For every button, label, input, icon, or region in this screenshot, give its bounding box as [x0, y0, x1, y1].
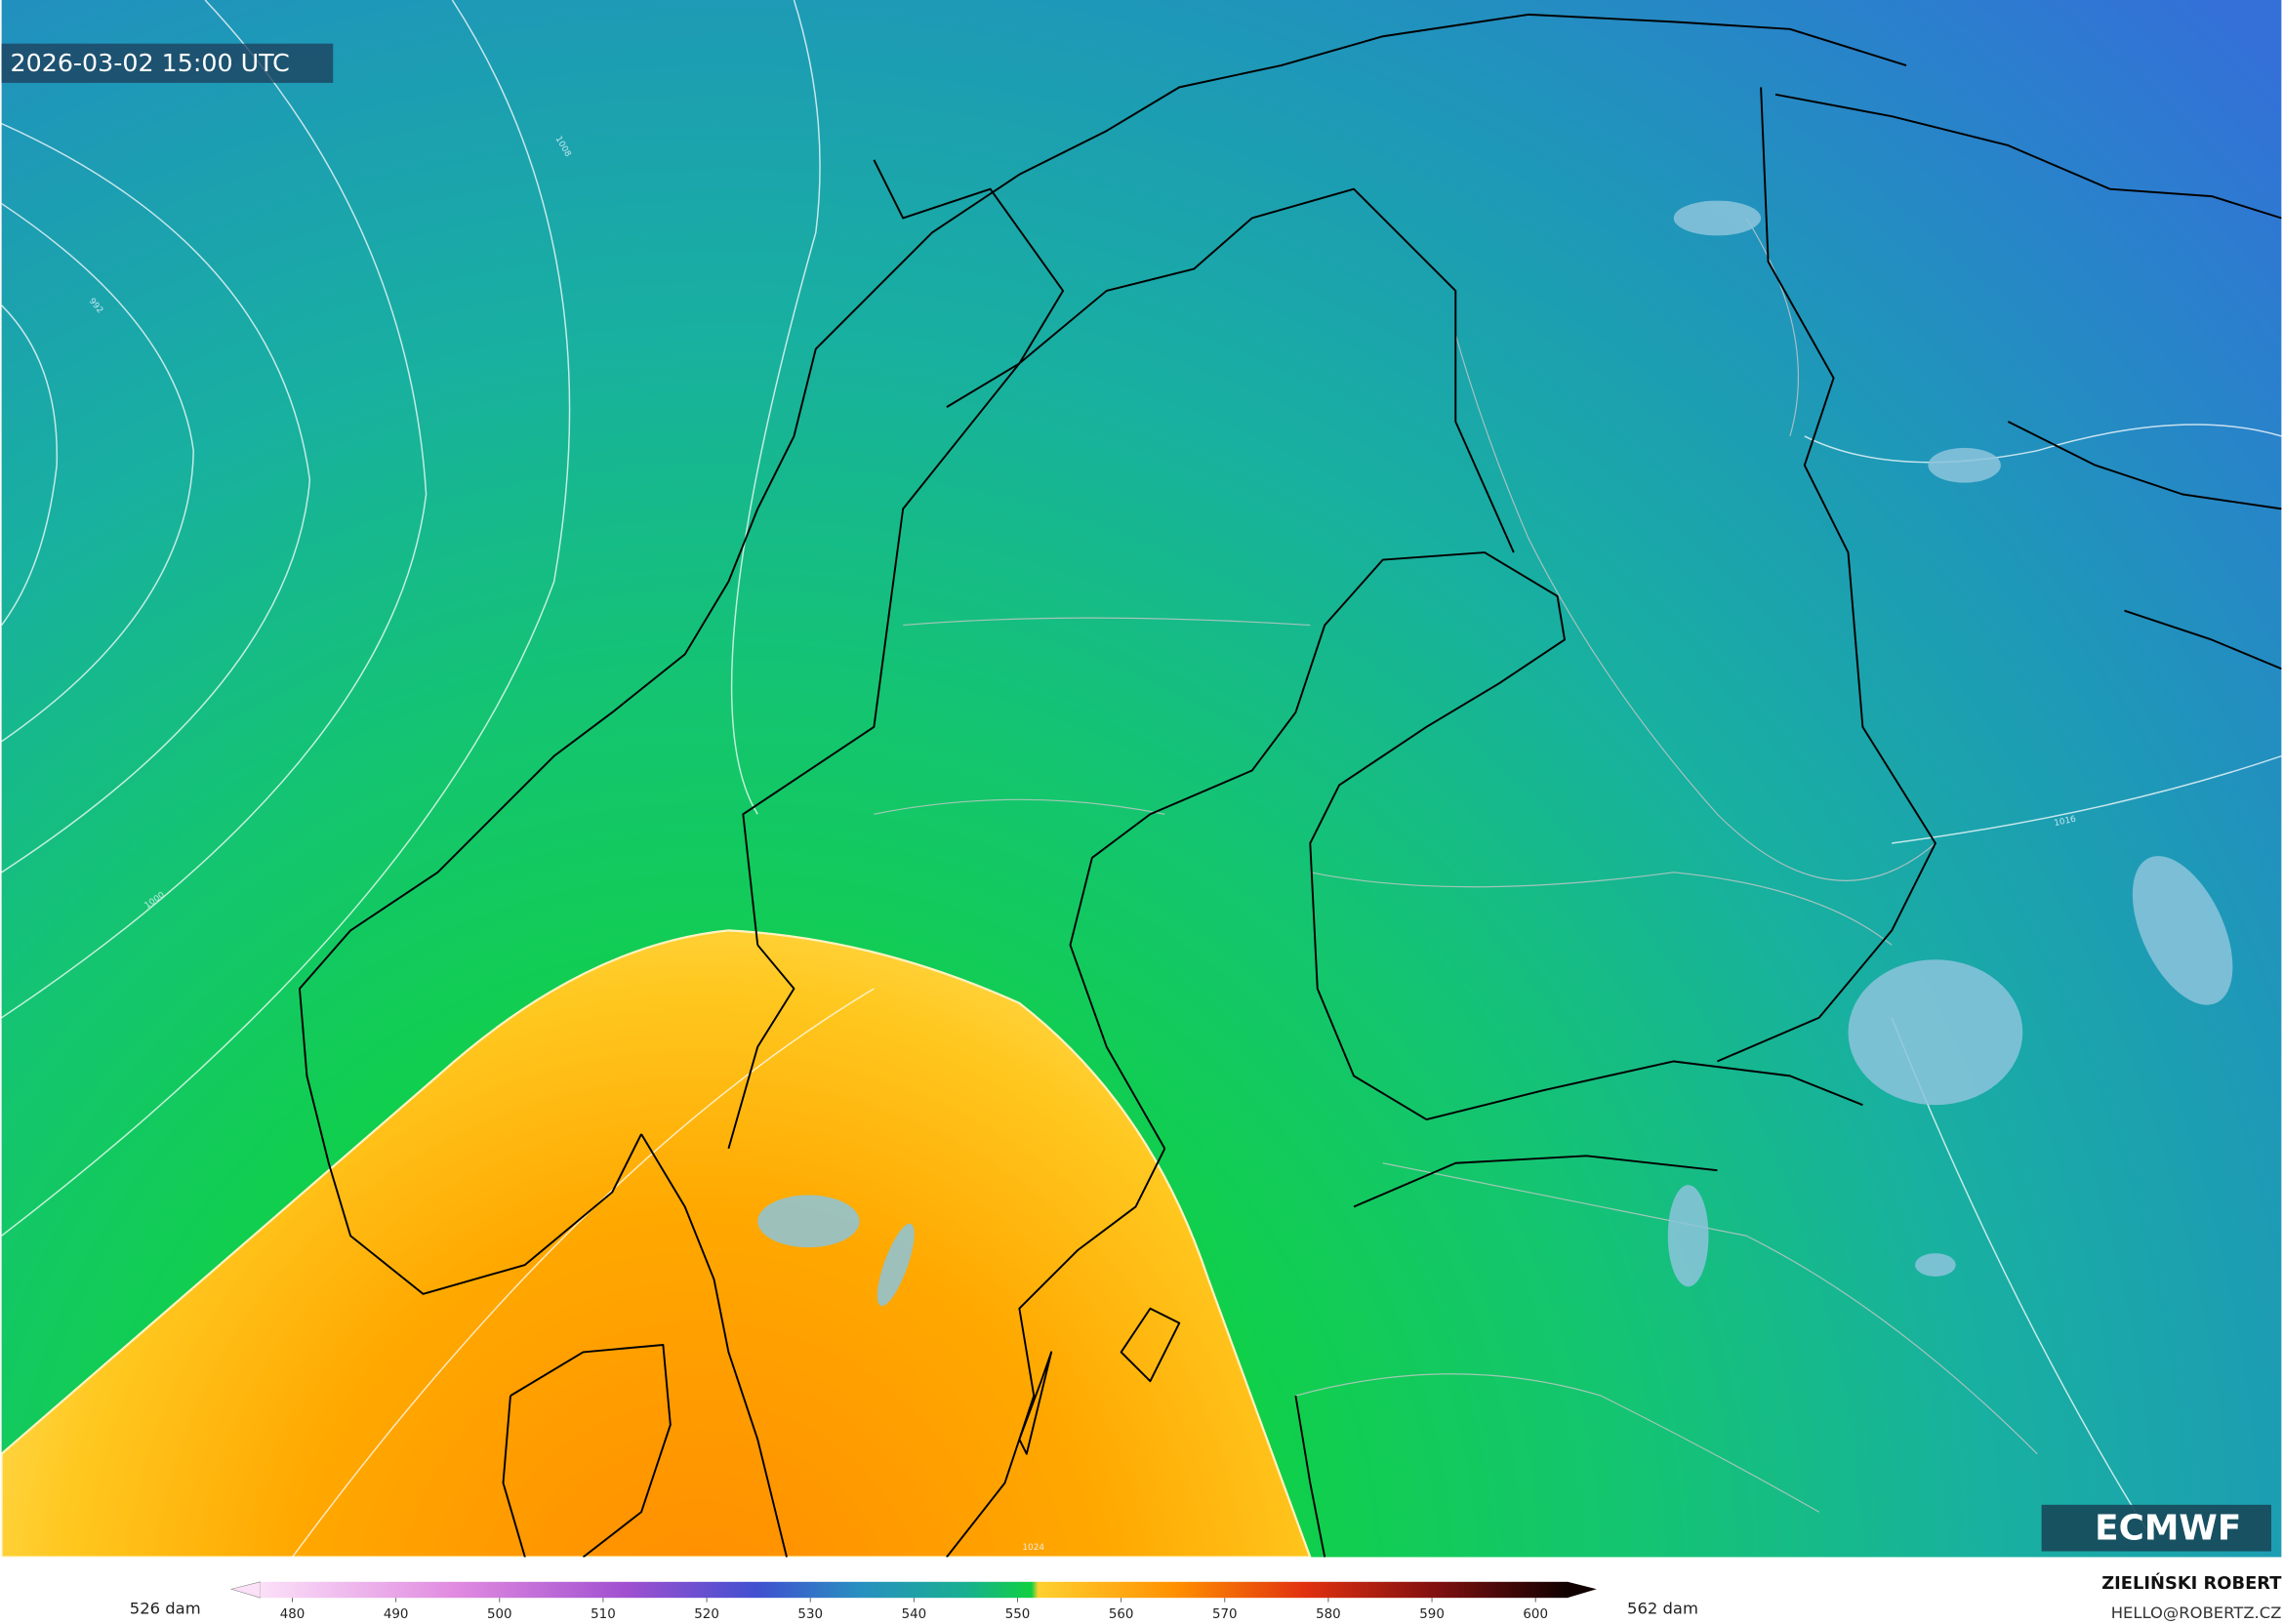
lakes	[757, 200, 2233, 1307]
isobar-label: 1016	[2054, 815, 2078, 830]
colorbar-tick-label: 600	[1523, 1607, 1548, 1622]
colorbar-tick-label: 550	[1005, 1607, 1031, 1622]
colorbar-tick-label: 570	[1212, 1607, 1238, 1622]
isobars	[1, 0, 2282, 1558]
credit-email: HELLO@ROBERTZ.CZ	[2111, 1604, 2282, 1622]
colorbar-tick-label: 490	[384, 1607, 409, 1622]
colorbar-tick-label: 480	[280, 1607, 306, 1622]
timestamp: 2026-03-02 15:00 UTC	[11, 48, 290, 77]
credit-name: ZIELIŃSKI ROBERT	[2101, 1572, 2282, 1594]
colorbar-tick-label: 520	[694, 1607, 719, 1622]
colorbar-bar	[260, 1581, 1568, 1599]
colorbar-tick-label: 500	[487, 1607, 512, 1622]
isobar-labels: 1008 992 1000 1016 1024	[87, 135, 2078, 1553]
warm-region	[1, 929, 1312, 1558]
colorbar-tick-label: 540	[902, 1607, 927, 1622]
colorbar-min-label: 526 dam	[130, 1600, 201, 1618]
coastlines	[298, 13, 2282, 1558]
colorbar-max-label: 562 dam	[1627, 1600, 1698, 1618]
colorbar-tick-label: 510	[591, 1607, 616, 1622]
colorbar: 526 dam 562 dam 480 490 500 510 520 530 540 550…	[1, 1557, 2282, 1624]
logo-box	[2041, 1504, 2272, 1552]
map: 1008 992 1000 1016 1024	[1, 0, 2282, 1558]
borders	[874, 218, 2038, 1513]
colorbar-tick-label: 590	[1419, 1607, 1445, 1622]
colorbar-max-arrow	[1567, 1581, 1597, 1599]
colorbar-tick-label: 560	[1109, 1607, 1134, 1622]
timestamp-box	[1, 43, 334, 83]
isobar-label: 1024	[1022, 1543, 1044, 1553]
colorbar-tick-label: 530	[797, 1607, 823, 1622]
colorbar-tick-label: 580	[1316, 1607, 1341, 1622]
logo: ECMWF	[2095, 1509, 2241, 1549]
